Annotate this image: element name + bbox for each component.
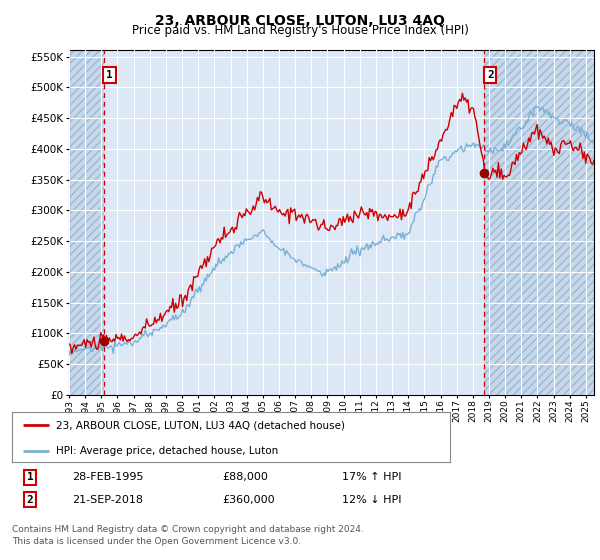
- Text: 23, ARBOUR CLOSE, LUTON, LU3 4AQ: 23, ARBOUR CLOSE, LUTON, LU3 4AQ: [155, 14, 445, 28]
- Text: 2: 2: [487, 70, 494, 80]
- Text: Contains HM Land Registry data © Crown copyright and database right 2024.
This d: Contains HM Land Registry data © Crown c…: [12, 525, 364, 546]
- Text: 23, ARBOUR CLOSE, LUTON, LU3 4AQ (detached house): 23, ARBOUR CLOSE, LUTON, LU3 4AQ (detach…: [56, 420, 345, 430]
- Bar: [484, 50, 594, 395]
- Text: 2: 2: [26, 494, 34, 505]
- Text: 17% ↑ HPI: 17% ↑ HPI: [342, 472, 401, 482]
- Text: 21-SEP-2018: 21-SEP-2018: [72, 494, 143, 505]
- Text: 1: 1: [106, 70, 113, 80]
- Bar: [69, 50, 104, 395]
- Text: HPI: Average price, detached house, Luton: HPI: Average price, detached house, Luto…: [56, 446, 278, 456]
- Text: 12% ↓ HPI: 12% ↓ HPI: [342, 494, 401, 505]
- Text: £360,000: £360,000: [222, 494, 275, 505]
- Text: £88,000: £88,000: [222, 472, 268, 482]
- Text: Price paid vs. HM Land Registry's House Price Index (HPI): Price paid vs. HM Land Registry's House …: [131, 24, 469, 37]
- Text: 1: 1: [26, 472, 34, 482]
- Text: 28-FEB-1995: 28-FEB-1995: [72, 472, 143, 482]
